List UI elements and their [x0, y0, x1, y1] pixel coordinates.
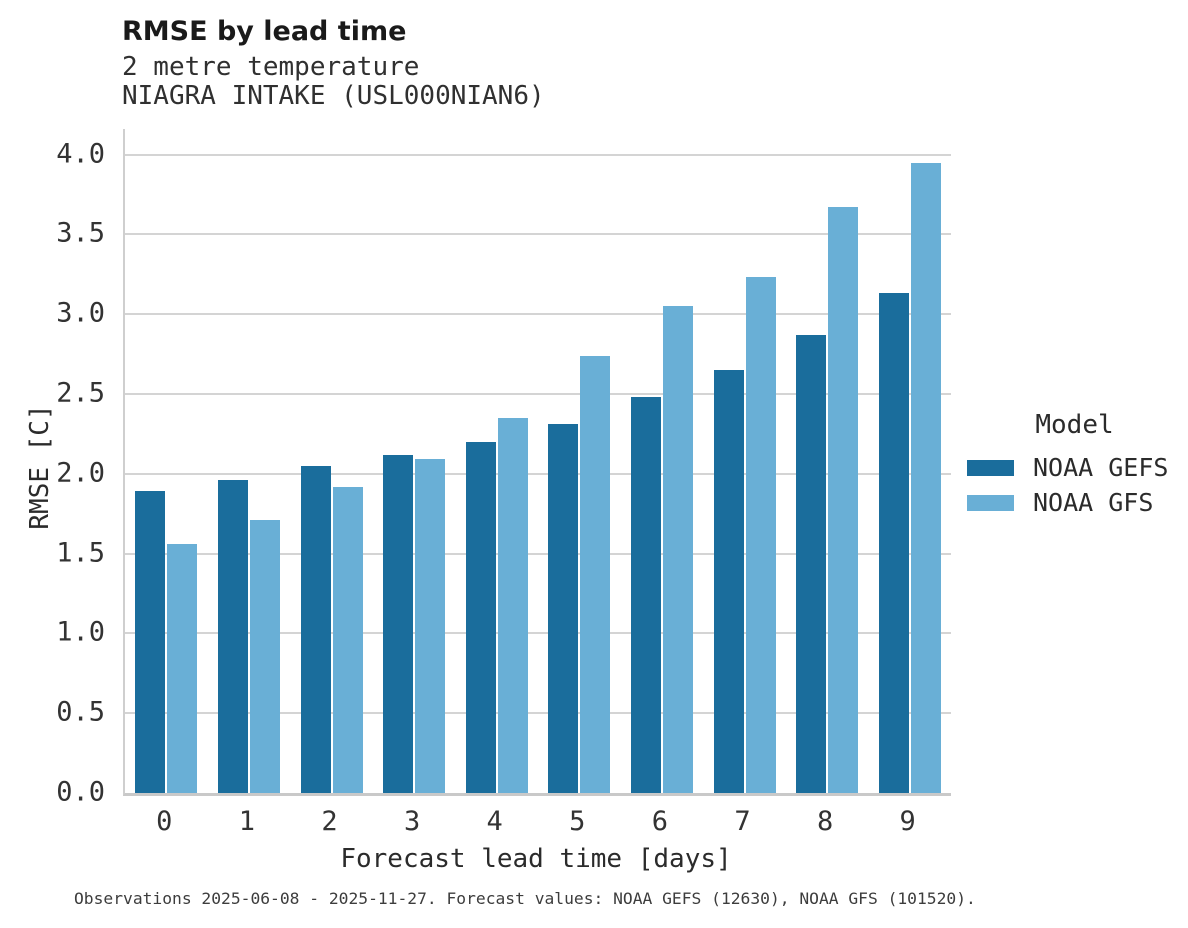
y-tick-label: 2.5 [56, 377, 105, 409]
legend-item-gefs: NOAA GEFS [967, 450, 1182, 485]
y-tick-label: 0.5 [56, 696, 105, 728]
legend: Model NOAA GEFS NOAA GFS [967, 410, 1182, 520]
x-tick-label: 6 [651, 806, 669, 837]
x-tick-label: 0 [156, 806, 173, 837]
bar-noaa-gefs-lead-3 [383, 454, 414, 793]
gridline [125, 392, 951, 395]
bar-noaa-gfs-lead-1 [249, 520, 280, 793]
chart-subtitle-station: NIAGRA INTAKE (USL000NIAN6) [122, 81, 545, 111]
gridline [125, 313, 951, 316]
legend-swatch-gfs-icon [967, 494, 1014, 511]
footer-caption: Observations 2025-06-08 - 2025-11-27. Fo… [74, 889, 976, 908]
x-tick-label: 1 [238, 806, 256, 837]
x-tick-label: 4 [486, 806, 503, 837]
gridline [125, 472, 951, 475]
gridline [125, 632, 951, 635]
plot-area [123, 129, 951, 796]
chart-subtitle-variable: 2 metre temperature [122, 52, 420, 82]
y-tick-label: 3.5 [56, 217, 105, 249]
gridline [125, 712, 951, 715]
y-tick-label: 3.0 [56, 297, 105, 329]
bar-noaa-gfs-lead-5 [580, 355, 611, 793]
y-tick-label: 0.0 [56, 776, 105, 808]
bar-noaa-gfs-lead-0 [167, 544, 198, 793]
y-tick-label: 4.0 [56, 137, 105, 169]
x-tick-label: 8 [816, 806, 834, 837]
bar-noaa-gefs-lead-0 [135, 491, 166, 793]
y-tick-label: 2.0 [56, 457, 105, 489]
bar-noaa-gfs-lead-8 [828, 207, 859, 793]
bar-noaa-gfs-lead-2 [332, 486, 363, 793]
bar-noaa-gefs-lead-4 [465, 441, 496, 793]
x-tick-label: 3 [403, 806, 421, 837]
bar-noaa-gfs-lead-6 [662, 306, 693, 793]
y-tick-label: 1.5 [56, 536, 105, 568]
bar-noaa-gefs-lead-2 [300, 465, 331, 793]
bar-noaa-gefs-lead-6 [630, 397, 661, 793]
x-tick-label: 7 [734, 806, 751, 837]
legend-swatch-gefs-icon [967, 459, 1014, 476]
bar-noaa-gfs-lead-3 [415, 459, 446, 793]
gridline [125, 552, 951, 555]
chart-title: RMSE by lead time [122, 16, 407, 47]
x-tick-label: 5 [569, 806, 586, 837]
legend-title: Model [1035, 410, 1114, 440]
bar-noaa-gfs-lead-4 [497, 417, 528, 793]
x-tick-label: 2 [321, 806, 338, 837]
bar-noaa-gefs-lead-5 [548, 424, 579, 793]
legend-label-gefs: NOAA GEFS [1033, 453, 1169, 482]
x-tick-label: 9 [899, 806, 916, 837]
x-axis-label: Forecast lead time [days] [340, 844, 732, 874]
gridline [125, 153, 951, 156]
bar-noaa-gfs-lead-7 [745, 277, 776, 793]
bar-noaa-gfs-lead-9 [910, 162, 941, 793]
bar-noaa-gefs-lead-9 [878, 293, 909, 793]
y-tick-label: 1.0 [56, 616, 105, 648]
legend-label-gfs: NOAA GFS [1033, 488, 1154, 517]
bar-noaa-gefs-lead-8 [796, 334, 827, 793]
bar-noaa-gefs-lead-1 [217, 480, 248, 793]
bar-noaa-gefs-lead-7 [713, 370, 744, 793]
legend-item-gfs: NOAA GFS [967, 485, 1182, 520]
gridline [125, 233, 951, 236]
